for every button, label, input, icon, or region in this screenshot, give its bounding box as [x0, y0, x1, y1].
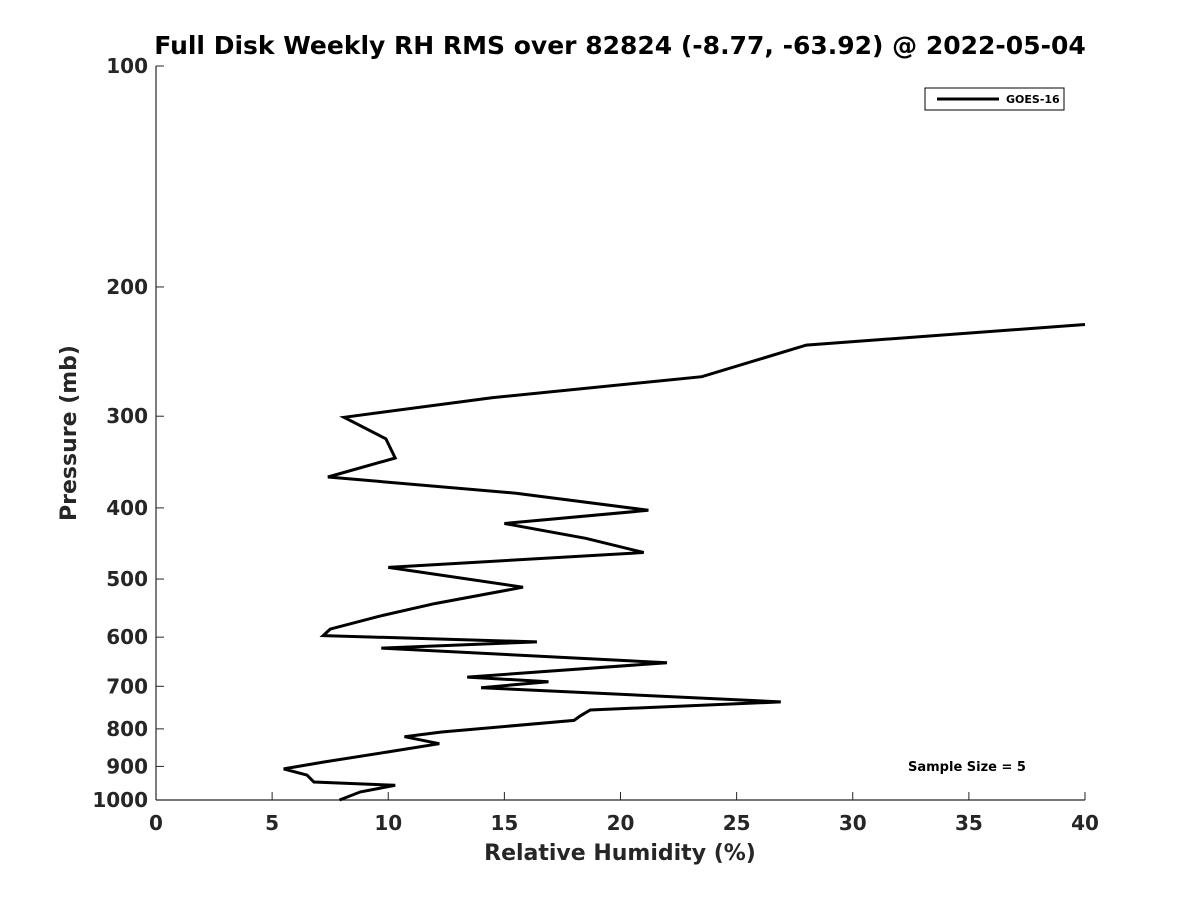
x-axis-ticks: 0 5 10 15 20 25 30 35 40	[149, 792, 1099, 835]
x-tick-label: 10	[374, 811, 402, 835]
chart-title: Full Disk Weekly RH RMS over 82824 (-8.7…	[154, 31, 1086, 60]
legend-label-goes-16: GOES-16	[1006, 93, 1060, 106]
x-tick-label: 30	[839, 811, 867, 835]
sample-size-annotation: Sample Size = 5	[908, 760, 1026, 775]
y-tick-label: 100	[106, 54, 148, 78]
x-tick-label: 20	[607, 811, 635, 835]
series-line-goes-16	[283, 323, 1086, 802]
x-tick-label: 40	[1071, 811, 1099, 835]
axes	[155, 66, 1085, 801]
y-tick-label: 700	[106, 674, 148, 698]
y-tick-label: 1000	[92, 788, 148, 812]
y-tick-label: 400	[106, 496, 148, 520]
x-axis-label: Relative Humidity (%)	[484, 841, 756, 866]
x-tick-label: 15	[490, 811, 518, 835]
y-tick-label: 900	[106, 754, 148, 778]
y-tick-label: 800	[106, 717, 148, 741]
legend: GOES-16	[924, 87, 1065, 111]
y-axis-label: Pressure (mb)	[57, 345, 82, 521]
y-axis-ticks: 100 200 300 400 500 600 700 800 900 1000	[92, 54, 164, 812]
series-group	[283, 323, 1086, 802]
y-tick-label: 500	[106, 567, 148, 591]
x-tick-label: 0	[149, 811, 163, 835]
y-tick-label: 300	[106, 404, 148, 428]
y-tick-label: 600	[106, 625, 148, 649]
y-tick-label: 200	[106, 275, 148, 299]
x-tick-label: 35	[955, 811, 983, 835]
x-tick-label: 25	[723, 811, 751, 835]
x-tick-label: 5	[265, 811, 279, 835]
